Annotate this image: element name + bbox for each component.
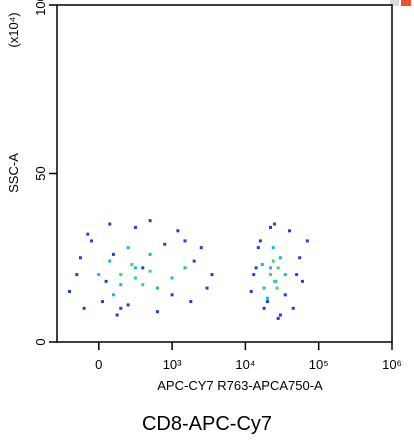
point	[170, 293, 174, 297]
icon	[390, 0, 399, 6]
point	[111, 252, 115, 256]
point	[82, 306, 86, 310]
point	[288, 229, 292, 233]
point	[249, 289, 253, 293]
point	[276, 266, 280, 270]
point	[275, 286, 279, 290]
point	[100, 300, 104, 304]
point	[258, 239, 262, 243]
y-tick-label: 0	[33, 338, 48, 345]
point	[291, 306, 295, 310]
point	[104, 279, 108, 283]
y-tick-label: 100	[33, 0, 48, 16]
point	[268, 266, 272, 270]
point	[119, 273, 123, 277]
point	[268, 225, 272, 229]
point	[108, 259, 112, 263]
point	[205, 286, 209, 290]
point	[148, 269, 152, 273]
point	[273, 279, 277, 283]
point	[260, 262, 264, 266]
y-tick-label: 50	[33, 166, 48, 180]
point	[75, 273, 79, 277]
point	[283, 293, 287, 297]
point	[305, 239, 309, 243]
point	[183, 266, 187, 270]
point	[199, 246, 203, 250]
point	[141, 266, 145, 270]
x-tick-label: 10⁶	[382, 357, 402, 372]
point	[170, 276, 174, 280]
x-tick-label: 10⁴	[235, 357, 255, 372]
point	[141, 283, 145, 287]
point	[126, 303, 130, 307]
point	[89, 239, 93, 243]
chart-title: CD8-APC-Cy7	[142, 413, 272, 435]
point	[283, 273, 287, 277]
point	[254, 266, 258, 270]
point	[298, 256, 302, 260]
point	[273, 222, 277, 226]
point	[97, 273, 101, 277]
point	[278, 256, 282, 260]
point	[86, 232, 90, 236]
point	[126, 246, 130, 250]
point	[133, 266, 137, 270]
point	[133, 276, 137, 280]
point	[271, 246, 275, 250]
point	[276, 316, 280, 320]
point	[148, 219, 152, 223]
x-tick-label: 0	[95, 357, 102, 372]
point	[155, 286, 159, 290]
y-axis-unit: (x10⁴)	[6, 12, 21, 47]
point	[119, 283, 123, 287]
x-tick-label: 10³	[163, 357, 182, 372]
point	[262, 286, 266, 290]
point	[295, 273, 299, 277]
point	[133, 225, 137, 229]
point	[163, 242, 167, 246]
point	[262, 306, 266, 310]
point	[183, 239, 187, 243]
point	[265, 296, 269, 300]
point	[265, 300, 269, 304]
point	[210, 273, 214, 277]
point	[78, 256, 82, 260]
point	[111, 293, 115, 297]
point	[176, 229, 180, 233]
x-axis-label: APC-CY7 R763-APCA750-A	[157, 378, 323, 393]
point	[189, 300, 193, 304]
icon	[401, 0, 411, 6]
x-tick-label: 10⁵	[309, 357, 329, 372]
point	[192, 259, 196, 263]
point	[119, 306, 123, 310]
point	[268, 273, 272, 277]
point	[155, 310, 159, 314]
point	[130, 262, 134, 266]
point	[67, 289, 71, 293]
point	[271, 259, 275, 263]
point	[108, 222, 112, 226]
point	[278, 313, 282, 317]
point	[256, 246, 260, 250]
point	[252, 273, 256, 277]
point	[300, 279, 304, 283]
point	[115, 313, 119, 317]
point	[148, 252, 152, 256]
plot-frame	[56, 4, 393, 343]
y-axis-label: SSC-A	[6, 153, 21, 193]
